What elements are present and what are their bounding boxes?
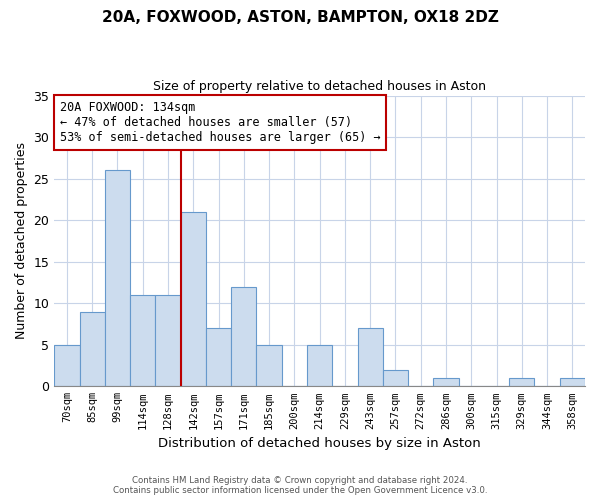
Bar xyxy=(509,378,535,386)
Text: Contains HM Land Registry data © Crown copyright and database right 2024.
Contai: Contains HM Land Registry data © Crown c… xyxy=(113,476,487,495)
Bar xyxy=(54,345,80,387)
Bar xyxy=(80,312,105,386)
Bar xyxy=(105,170,130,386)
Bar xyxy=(130,295,155,386)
Bar xyxy=(256,345,282,387)
Y-axis label: Number of detached properties: Number of detached properties xyxy=(15,142,28,340)
Text: 20A, FOXWOOD, ASTON, BAMPTON, OX18 2DZ: 20A, FOXWOOD, ASTON, BAMPTON, OX18 2DZ xyxy=(101,10,499,25)
Bar xyxy=(155,295,181,386)
Bar xyxy=(358,328,383,386)
Bar xyxy=(433,378,458,386)
Bar xyxy=(231,286,256,386)
Bar xyxy=(383,370,408,386)
X-axis label: Distribution of detached houses by size in Aston: Distribution of detached houses by size … xyxy=(158,437,481,450)
Bar xyxy=(307,345,332,387)
Bar xyxy=(560,378,585,386)
Bar xyxy=(206,328,231,386)
Title: Size of property relative to detached houses in Aston: Size of property relative to detached ho… xyxy=(153,80,486,93)
Bar xyxy=(181,212,206,386)
Text: 20A FOXWOOD: 134sqm
← 47% of detached houses are smaller (57)
53% of semi-detach: 20A FOXWOOD: 134sqm ← 47% of detached ho… xyxy=(59,102,380,144)
